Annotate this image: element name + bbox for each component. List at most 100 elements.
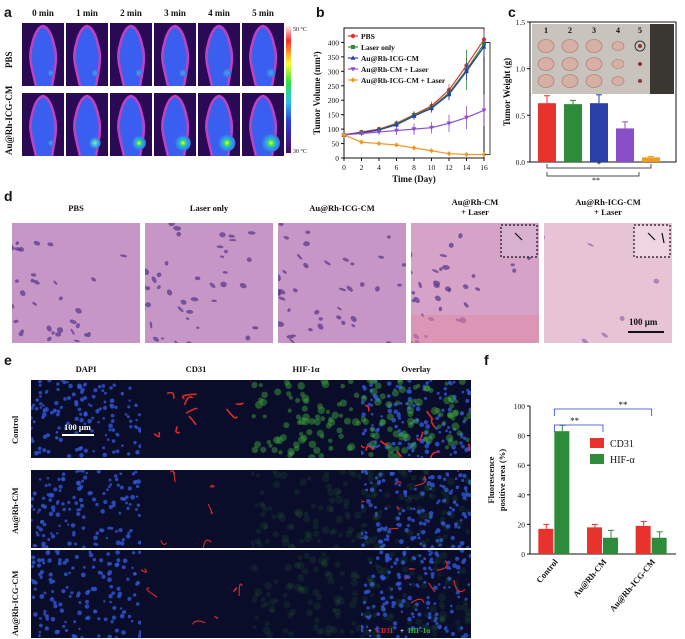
dapi-nucleus <box>93 542 97 546</box>
hif-signal <box>301 394 310 403</box>
overlay-legend-plus: + <box>400 627 404 635</box>
dapi-nucleus <box>110 526 114 531</box>
dapi-nucleus <box>68 383 73 389</box>
temperature-colorbar: 50 °C 30 °C <box>286 25 307 155</box>
cd31-vessel <box>188 415 197 426</box>
hif-signal <box>308 440 317 449</box>
dapi-nucleus <box>114 477 119 482</box>
dapi-nucleus <box>430 545 435 548</box>
hif-signal <box>406 399 414 407</box>
fluorescence-texture <box>153 380 251 438</box>
hif-signal <box>366 380 374 384</box>
dapi-nucleus <box>422 544 427 548</box>
hif-signal <box>334 600 341 607</box>
hif-signal <box>294 583 302 592</box>
hif-signal <box>325 409 331 415</box>
hif-signal <box>333 607 342 616</box>
dapi-nucleus <box>441 408 445 412</box>
dapi-nucleus <box>32 403 36 407</box>
dapi-nucleus <box>468 407 471 411</box>
dapi-nucleus <box>104 391 107 395</box>
cd31-vessel <box>181 393 197 400</box>
dapi-nucleus <box>135 484 140 489</box>
nucleus <box>447 288 452 293</box>
dapi-nucleus <box>467 511 471 516</box>
row-label: Au@Rh-CM <box>10 487 20 534</box>
nucleus <box>411 251 413 258</box>
hif-signal <box>423 436 429 442</box>
dapi-nucleus <box>431 560 434 564</box>
dapi-nucleus <box>429 380 433 382</box>
dapi-nucleus <box>448 567 452 570</box>
dapi-nucleus <box>58 489 62 492</box>
dapi-nucleus <box>36 563 42 568</box>
hif-signal <box>303 535 312 543</box>
nucleus <box>463 302 469 308</box>
dapi-nucleus <box>132 551 136 555</box>
cd31-vessel <box>185 407 198 414</box>
cd31-vessel <box>202 539 212 548</box>
dapi-nucleus <box>127 405 131 409</box>
overlay-legend-cd31: CD31 <box>376 627 394 635</box>
data-point <box>481 108 487 113</box>
dapi-nucleus <box>77 610 82 616</box>
nucleus <box>12 304 15 309</box>
hif-signal <box>372 613 377 618</box>
hif-signal <box>433 566 439 572</box>
y-tick-label: 0.5 <box>516 111 526 120</box>
dapi-nucleus <box>42 561 46 565</box>
dapi-nucleus <box>63 572 68 577</box>
hif-signal <box>432 624 438 630</box>
hif-signal <box>337 596 345 605</box>
fluorescence-image <box>361 470 471 548</box>
thermal-image <box>22 93 64 156</box>
dapi-nucleus <box>98 407 102 411</box>
hif-signal <box>262 506 268 512</box>
thermal-image <box>22 23 64 86</box>
nucleus <box>32 302 37 306</box>
hif-signal <box>331 608 337 614</box>
hif-signal <box>445 576 451 582</box>
dapi-nucleus <box>79 412 83 416</box>
bar <box>538 103 556 162</box>
hif-signal <box>271 446 278 454</box>
hif-signal <box>370 604 376 611</box>
row-label: Control <box>10 415 20 444</box>
cd31-vessel <box>232 587 238 592</box>
thermal-image <box>154 93 196 156</box>
hot-spot <box>266 68 276 78</box>
dapi-nucleus <box>420 456 424 458</box>
nucleus <box>70 328 75 336</box>
hif-signal <box>453 498 458 503</box>
tumor-specimen <box>611 41 625 51</box>
hif-signal <box>258 383 263 388</box>
dapi-nucleus <box>443 586 446 589</box>
dapi-nucleus <box>46 476 50 480</box>
dapi-nucleus <box>55 501 59 505</box>
y-tick-label: 350 <box>328 53 340 62</box>
nucleus <box>177 306 184 313</box>
dapi-nucleus <box>50 616 56 622</box>
hif-signal <box>317 505 324 511</box>
legend-swatch <box>590 454 604 464</box>
hif-signal <box>373 535 378 540</box>
hif-signal <box>325 483 332 490</box>
dapi-nucleus <box>423 420 428 425</box>
hif-signal <box>374 382 382 390</box>
dapi-nucleus <box>371 574 376 579</box>
dapi-nucleus <box>70 591 74 595</box>
dapi-nucleus <box>102 446 106 450</box>
dapi-nucleus <box>407 442 411 446</box>
dapi-nucleus <box>42 404 45 407</box>
dapi-nucleus <box>109 403 112 407</box>
dapi-nucleus <box>454 522 458 527</box>
hif-signal <box>454 399 459 404</box>
fluorescence-image <box>141 550 251 638</box>
dapi-nucleus <box>47 380 52 383</box>
data-point <box>350 77 356 83</box>
dapi-nucleus <box>428 612 432 616</box>
hif-signal <box>420 623 429 632</box>
hif-signal <box>339 570 345 576</box>
dapi-nucleus <box>433 585 438 591</box>
dapi-nucleus <box>63 426 67 430</box>
